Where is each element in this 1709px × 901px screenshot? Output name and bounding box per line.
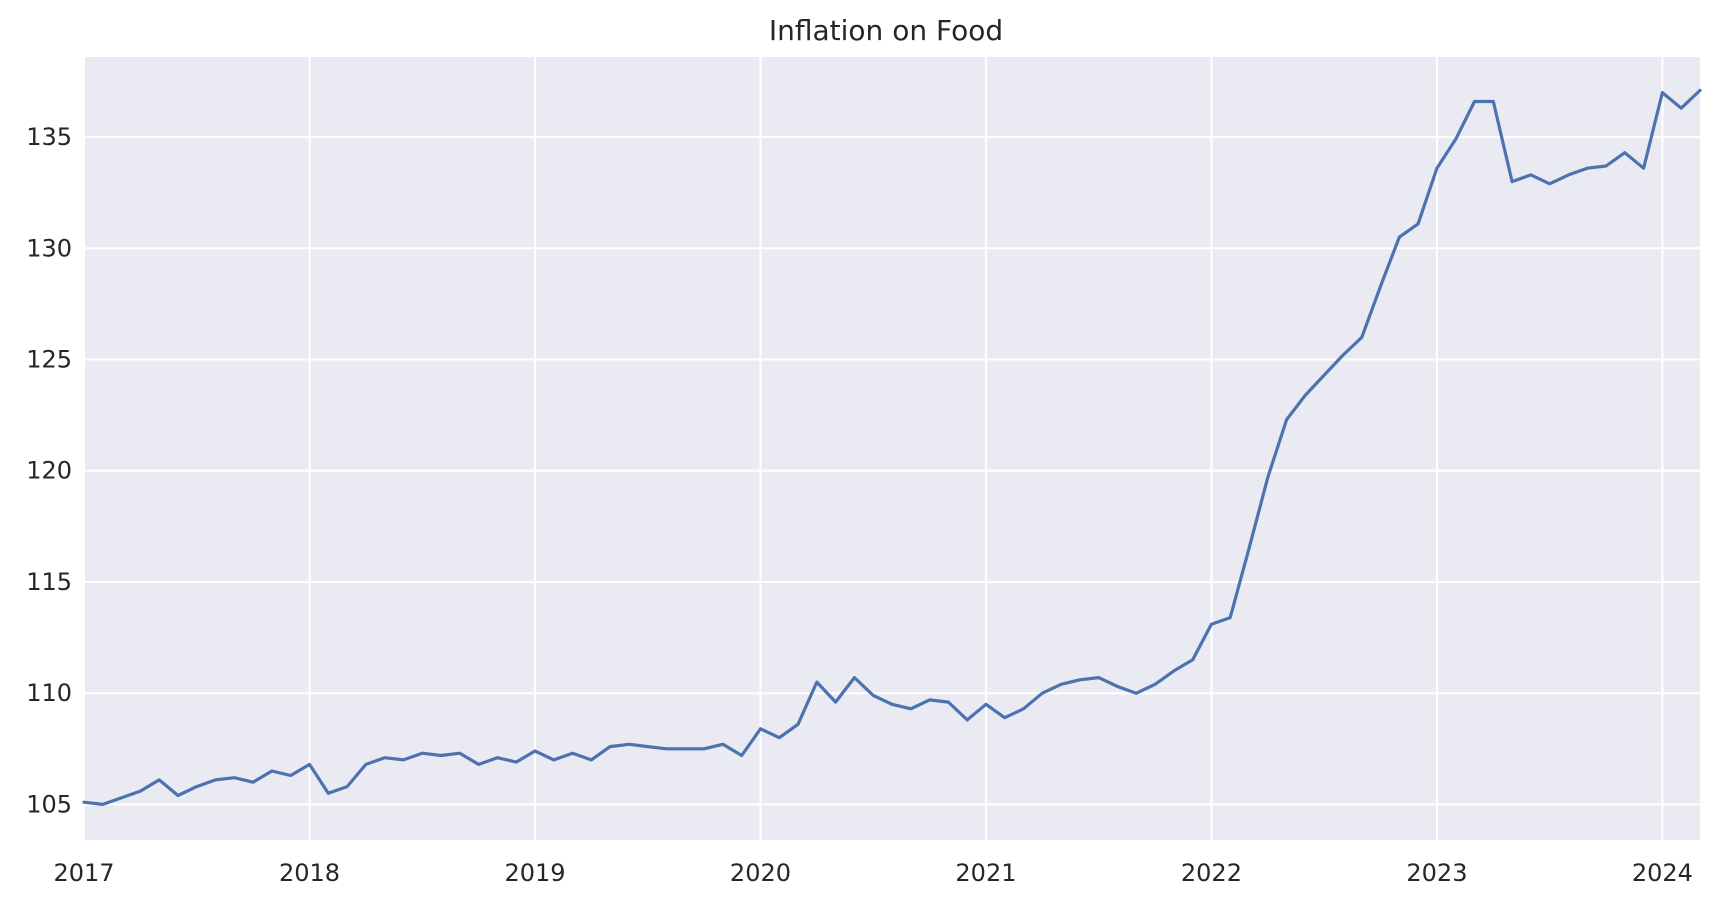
x-tick-label: 2017	[53, 859, 114, 887]
series-layer	[82, 88, 1702, 807]
x-tick-label: 2021	[955, 859, 1016, 887]
y-tick-labels: 105 110 115 120 125 130 135	[26, 123, 72, 818]
plot-area-background	[84, 57, 1700, 840]
series-line	[82, 88, 1702, 807]
y-tick-label: 135	[26, 123, 72, 151]
y-gridlines	[84, 136, 1700, 806]
x-tick-label: 2020	[730, 859, 791, 887]
x-tick-label: 2024	[1632, 859, 1693, 887]
y-tick-label: 115	[26, 568, 72, 596]
y-tick-label: 130	[26, 234, 72, 262]
x-tick-labels: 2017 2018 2019 2020 2021 2022 2023 2024	[53, 859, 1692, 887]
chart-title: Inflation on Food	[769, 14, 1003, 47]
y-tick-label: 105	[26, 790, 72, 818]
y-tick-label: 120	[26, 457, 72, 485]
x-tick-label: 2019	[504, 859, 565, 887]
y-tick-label: 110	[26, 679, 72, 707]
y-tick-label: 125	[26, 346, 72, 374]
x-tick-label: 2023	[1406, 859, 1467, 887]
x-gridlines	[83, 57, 1664, 840]
x-tick-label: 2018	[279, 859, 340, 887]
x-tick-label: 2022	[1181, 859, 1242, 887]
